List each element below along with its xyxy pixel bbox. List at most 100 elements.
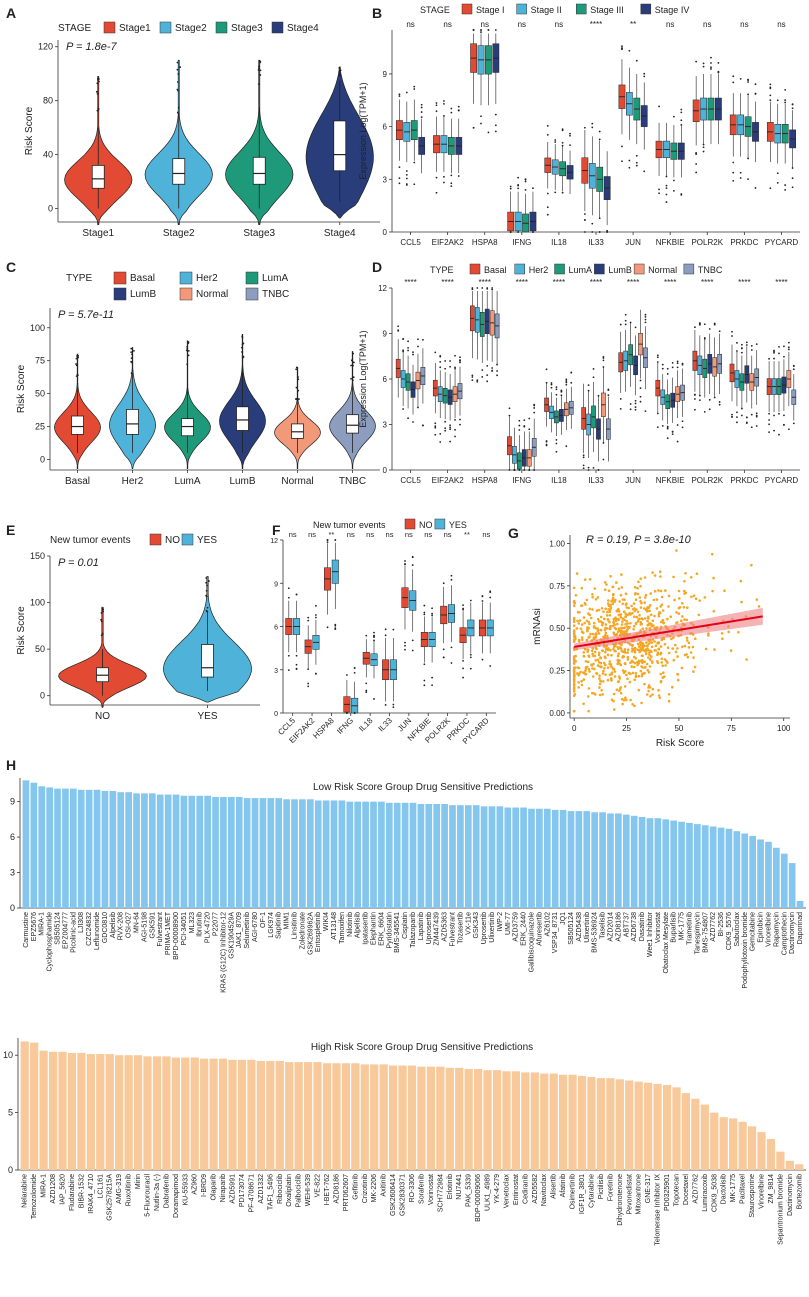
outlier-point [517, 184, 520, 187]
outlier-point [402, 408, 405, 410]
bar [567, 811, 575, 908]
outlier-point [745, 416, 748, 419]
bar-label: RO-3306 [409, 1174, 416, 1203]
bar-label: Dabrafenib [163, 1174, 170, 1208]
outlier-point [747, 81, 749, 83]
scatter-point [622, 698, 626, 702]
scatter-point [658, 696, 662, 700]
significance-label: **** [664, 278, 676, 287]
bar-label: PAK_5339 [466, 1174, 473, 1207]
outlier-point [747, 157, 749, 160]
bar [38, 786, 46, 908]
bar-label: Pictilisib [598, 1174, 605, 1199]
bar [449, 805, 456, 908]
p-value: P = 1.8e-7 [66, 41, 118, 53]
scatter-point [648, 604, 652, 607]
bar [266, 1060, 275, 1170]
scatter-point [594, 693, 597, 696]
outlier-point [454, 366, 456, 369]
outlier-point [206, 606, 209, 609]
bar [370, 801, 377, 908]
outlier-point [658, 188, 660, 191]
outlier-point [186, 347, 189, 350]
bar-label: Topotecan [673, 1174, 680, 1206]
bar [30, 782, 38, 908]
outlier-point [555, 393, 558, 396]
scatter-point [667, 699, 671, 703]
outlier-point [338, 72, 341, 75]
scatter-point [663, 642, 667, 646]
scatter-point [698, 599, 701, 602]
bar-label: IGF1R_3801 [579, 1174, 586, 1214]
scatter-point [648, 653, 651, 656]
outlier-point [643, 72, 646, 75]
outlier-point [656, 354, 659, 357]
scatter-point [618, 659, 621, 662]
bar [464, 1068, 473, 1170]
scatter-point [605, 614, 609, 617]
outlier-point [508, 407, 511, 410]
bar [200, 1058, 209, 1170]
legend-label: Normal [196, 289, 228, 300]
scatter-point [624, 615, 627, 618]
bar-label: Ipatasertib [363, 912, 370, 945]
bar [583, 811, 591, 908]
bar-label: Mirin [135, 1174, 142, 1189]
scatter-point [572, 640, 576, 643]
outlier-point [528, 469, 531, 471]
outlier-point [665, 175, 668, 178]
outlier-point [546, 133, 549, 136]
bar [662, 819, 670, 908]
box-body [291, 423, 304, 439]
outlier-point [518, 429, 521, 431]
scatter-point [634, 622, 638, 625]
outlier-point [420, 103, 423, 106]
outlier-point [768, 431, 770, 433]
bar [719, 1117, 728, 1170]
bar-label: Foretinib [607, 1174, 614, 1201]
bar-label: Epirubicin [758, 912, 765, 943]
scatter-point [587, 709, 590, 713]
scatter-point [629, 621, 632, 625]
outlier-point [131, 353, 133, 356]
outlier-point [353, 671, 356, 674]
outlier-point [629, 403, 632, 405]
scatter-point [572, 690, 576, 693]
outlier-point [681, 362, 684, 365]
scatter-point [640, 601, 643, 605]
box-body [333, 120, 347, 172]
bar-label: AZ6102 [544, 912, 551, 937]
x-tick-label: JUN [625, 476, 641, 485]
scatter-point [681, 601, 684, 605]
x-tick-label: NFKBIE [656, 476, 685, 485]
x-tick-label: EIF2AK2 [432, 476, 465, 485]
outlier-point [718, 330, 721, 333]
legend-swatch [404, 518, 416, 530]
bar [766, 1139, 776, 1170]
outlier-point [702, 62, 705, 65]
outlier-point [326, 539, 329, 541]
bar-label: Navitoclax [541, 1174, 548, 1207]
outlier-point [417, 338, 419, 341]
scatter-point [604, 607, 607, 611]
outlier-point [95, 90, 98, 93]
outlier-point [353, 712, 356, 714]
outlier-point [517, 176, 520, 179]
scatter-point [644, 617, 647, 620]
scatter-point [657, 647, 661, 651]
scatter-point [641, 627, 645, 630]
bar-label: Carmustine [23, 912, 30, 948]
outlier-point [257, 83, 260, 85]
bar [143, 1056, 152, 1170]
bar-label: Gallibiscoquinazole [528, 912, 535, 972]
scatter-point [604, 626, 607, 630]
outlier-point [555, 442, 558, 445]
outlier-point [407, 340, 409, 343]
scatter-point [618, 687, 622, 691]
legend-swatch [113, 271, 127, 285]
scatter-point [615, 581, 618, 584]
bar [148, 793, 156, 908]
outlier-point [295, 398, 297, 401]
outlier-point [450, 578, 453, 581]
outlier-point [240, 346, 243, 349]
